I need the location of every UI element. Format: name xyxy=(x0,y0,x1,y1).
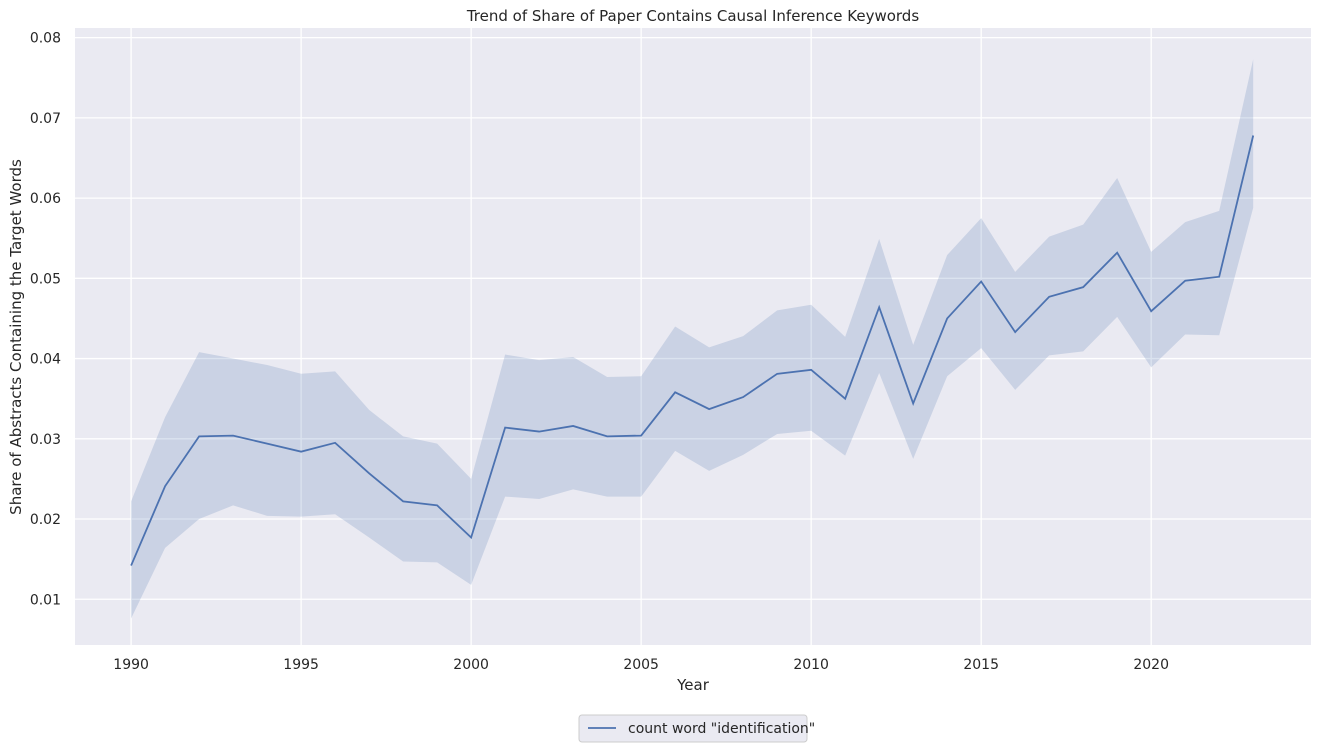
y-tick-label: 0.05 xyxy=(30,271,61,287)
y-tick-label: 0.04 xyxy=(30,352,61,368)
legend-box xyxy=(578,714,808,743)
x-tick-label: 1995 xyxy=(283,657,319,673)
y-tick-label: 0.08 xyxy=(30,31,61,47)
y-tick-labels: 0.01 0.02 0.03 0.04 0.05 0.06 0.07 0.08 xyxy=(30,31,61,609)
x-tick-labels: 1990 1995 2000 2005 2010 2015 2020 xyxy=(113,657,1169,673)
gridlines xyxy=(75,28,1311,645)
y-tick-label: 0.06 xyxy=(30,191,61,207)
plot-background xyxy=(75,28,1311,645)
confidence-band xyxy=(131,59,1254,619)
x-tick-label: 1990 xyxy=(113,657,149,673)
x-tick-label: 2005 xyxy=(623,657,659,673)
y-tick-label: 0.02 xyxy=(30,512,61,528)
y-tick-label: 0.01 xyxy=(30,592,61,608)
legend: count word "identification" xyxy=(578,714,815,743)
x-tick-label: 2015 xyxy=(963,657,999,673)
x-axis-title: Year xyxy=(676,676,710,694)
y-axis-title: Share of Abstracts Containing the Target… xyxy=(7,159,25,515)
series-line xyxy=(130,135,1255,566)
x-tick-label: 2010 xyxy=(793,657,829,673)
y-tick-label: 0.07 xyxy=(30,111,61,127)
legend-label: count word "identification" xyxy=(628,721,815,737)
chart-title: Trend of Share of Paper Contains Causal … xyxy=(466,7,919,25)
y-tick-label: 0.03 xyxy=(30,432,61,448)
x-tick-label: 2000 xyxy=(453,657,489,673)
x-tick-label: 2020 xyxy=(1133,657,1169,673)
